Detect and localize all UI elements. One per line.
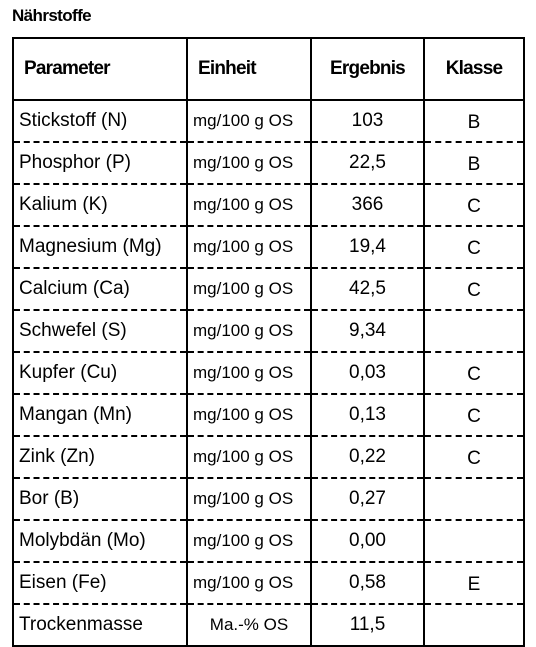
- cell-parameter: Calcium (Ca): [12, 268, 188, 311]
- table-header-row: Parameter Einheit Ergebnis Klasse: [12, 37, 525, 101]
- table-row: Bor (B) mg/100 g OS 0,27: [12, 478, 525, 521]
- table-row: Phosphor (P) mg/100 g OS 22,5 B: [12, 142, 525, 185]
- cell-ergebnis: 42,5: [310, 268, 425, 311]
- cell-parameter: Bor (B): [12, 478, 188, 521]
- cell-klasse: C: [423, 436, 525, 479]
- cell-klasse: [423, 478, 525, 521]
- cell-klasse: [423, 310, 525, 353]
- cell-parameter: Eisen (Fe): [12, 562, 188, 605]
- cell-parameter: Magnesium (Mg): [12, 226, 188, 269]
- cell-klasse: C: [423, 226, 525, 269]
- cell-ergebnis: 103: [310, 100, 425, 143]
- cell-einheit: mg/100 g OS: [186, 520, 312, 563]
- cell-klasse: [423, 520, 525, 563]
- cell-ergebnis: 9,34: [310, 310, 425, 353]
- cell-einheit: mg/100 g OS: [186, 184, 312, 227]
- header-ergebnis: Ergebnis: [310, 37, 425, 101]
- cell-klasse: C: [423, 394, 525, 437]
- cell-parameter: Mangan (Mn): [12, 394, 188, 437]
- cell-einheit: mg/100 g OS: [186, 352, 312, 395]
- header-einheit: Einheit: [186, 37, 312, 101]
- cell-parameter: Schwefel (S): [12, 310, 188, 353]
- header-parameter: Parameter: [12, 37, 188, 101]
- section-title: Nährstoffe: [12, 6, 92, 25]
- cell-parameter: Kalium (K): [12, 184, 188, 227]
- cell-ergebnis: 11,5: [310, 604, 425, 647]
- cell-einheit: mg/100 g OS: [186, 562, 312, 605]
- table-row: Trockenmasse Ma.-% OS 11,5: [12, 604, 525, 647]
- cell-parameter: Phosphor (P): [12, 142, 188, 185]
- cell-ergebnis: 0,13: [310, 394, 425, 437]
- cell-einheit: Ma.-% OS: [186, 604, 312, 647]
- cell-einheit: mg/100 g OS: [186, 142, 312, 185]
- cell-parameter: Zink (Zn): [12, 436, 188, 479]
- cell-ergebnis: 19,4: [310, 226, 425, 269]
- cell-klasse: B: [423, 100, 525, 143]
- cell-klasse: E: [423, 562, 525, 605]
- table-row: Eisen (Fe) mg/100 g OS 0,58 E: [12, 562, 525, 605]
- cell-parameter: Molybdän (Mo): [12, 520, 188, 563]
- cell-klasse: C: [423, 184, 525, 227]
- cell-einheit: mg/100 g OS: [186, 394, 312, 437]
- table-row: Molybdän (Mo) mg/100 g OS 0,00: [12, 520, 525, 563]
- cell-parameter: Trockenmasse: [12, 604, 188, 647]
- cell-einheit: mg/100 g OS: [186, 478, 312, 521]
- table-row: Calcium (Ca) mg/100 g OS 42,5 C: [12, 268, 525, 311]
- nutrients-table: Parameter Einheit Ergebnis Klasse Sticks…: [12, 37, 525, 647]
- cell-ergebnis: 22,5: [310, 142, 425, 185]
- cell-ergebnis: 0,00: [310, 520, 425, 563]
- cell-ergebnis: 366: [310, 184, 425, 227]
- table-row: Magnesium (Mg) mg/100 g OS 19,4 C: [12, 226, 525, 269]
- header-klasse: Klasse: [423, 37, 525, 101]
- table-row: Mangan (Mn) mg/100 g OS 0,13 C: [12, 394, 525, 437]
- table-row: Kalium (K) mg/100 g OS 366 C: [12, 184, 525, 227]
- cell-klasse: C: [423, 352, 525, 395]
- cell-einheit: mg/100 g OS: [186, 226, 312, 269]
- cell-einheit: mg/100 g OS: [186, 100, 312, 143]
- table-row: Zink (Zn) mg/100 g OS 0,22 C: [12, 436, 525, 479]
- cell-ergebnis: 0,22: [310, 436, 425, 479]
- table-row: Stickstoff (N) mg/100 g OS 103 B: [12, 100, 525, 143]
- cell-einheit: mg/100 g OS: [186, 268, 312, 311]
- cell-klasse: [423, 604, 525, 647]
- table-row: Kupfer (Cu) mg/100 g OS 0,03 C: [12, 352, 525, 395]
- cell-parameter: Stickstoff (N): [12, 100, 188, 143]
- cell-ergebnis: 0,58: [310, 562, 425, 605]
- table-row: Schwefel (S) mg/100 g OS 9,34: [12, 310, 525, 353]
- cell-einheit: mg/100 g OS: [186, 436, 312, 479]
- cell-einheit: mg/100 g OS: [186, 310, 312, 353]
- cell-klasse: C: [423, 268, 525, 311]
- cell-klasse: B: [423, 142, 525, 185]
- cell-ergebnis: 0,03: [310, 352, 425, 395]
- cell-ergebnis: 0,27: [310, 478, 425, 521]
- cell-parameter: Kupfer (Cu): [12, 352, 188, 395]
